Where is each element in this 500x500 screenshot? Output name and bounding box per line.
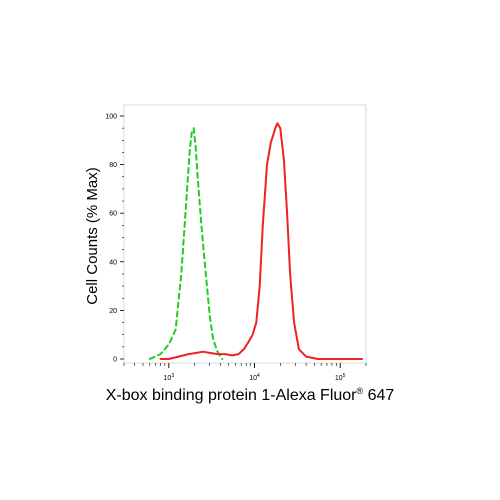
x-tick-label: 104 (249, 373, 260, 382)
y-axis: 0 20 40 60 80 100 (105, 114, 124, 364)
y-tick-label: 20 (109, 308, 117, 315)
y-tick-label: 0 (113, 357, 117, 364)
x-axis-label-main: X-box binding protein 1-Alexa Fluor (105, 387, 357, 404)
y-axis-label: Cell Counts (% Max) (84, 167, 101, 305)
x-axis-label: X-box binding protein 1-Alexa Fluor® 647 (0, 386, 500, 405)
x-axis: 103 104 105 (123, 363, 367, 382)
sample-histogram-line (159, 122, 364, 360)
y-tick-label: 40 (109, 259, 117, 266)
y-tick-label: 60 (109, 211, 117, 218)
y-tick-label: 80 (109, 162, 117, 169)
plot-frame (123, 104, 367, 364)
y-tick-label: 100 (105, 114, 117, 121)
x-axis-label-suffix: 647 (363, 387, 395, 404)
control-histogram-line (148, 127, 224, 360)
x-tick-label: 105 (335, 373, 346, 382)
series-layer (148, 122, 364, 360)
x-tick-label: 103 (164, 373, 175, 382)
registered-mark: ® (356, 386, 364, 396)
